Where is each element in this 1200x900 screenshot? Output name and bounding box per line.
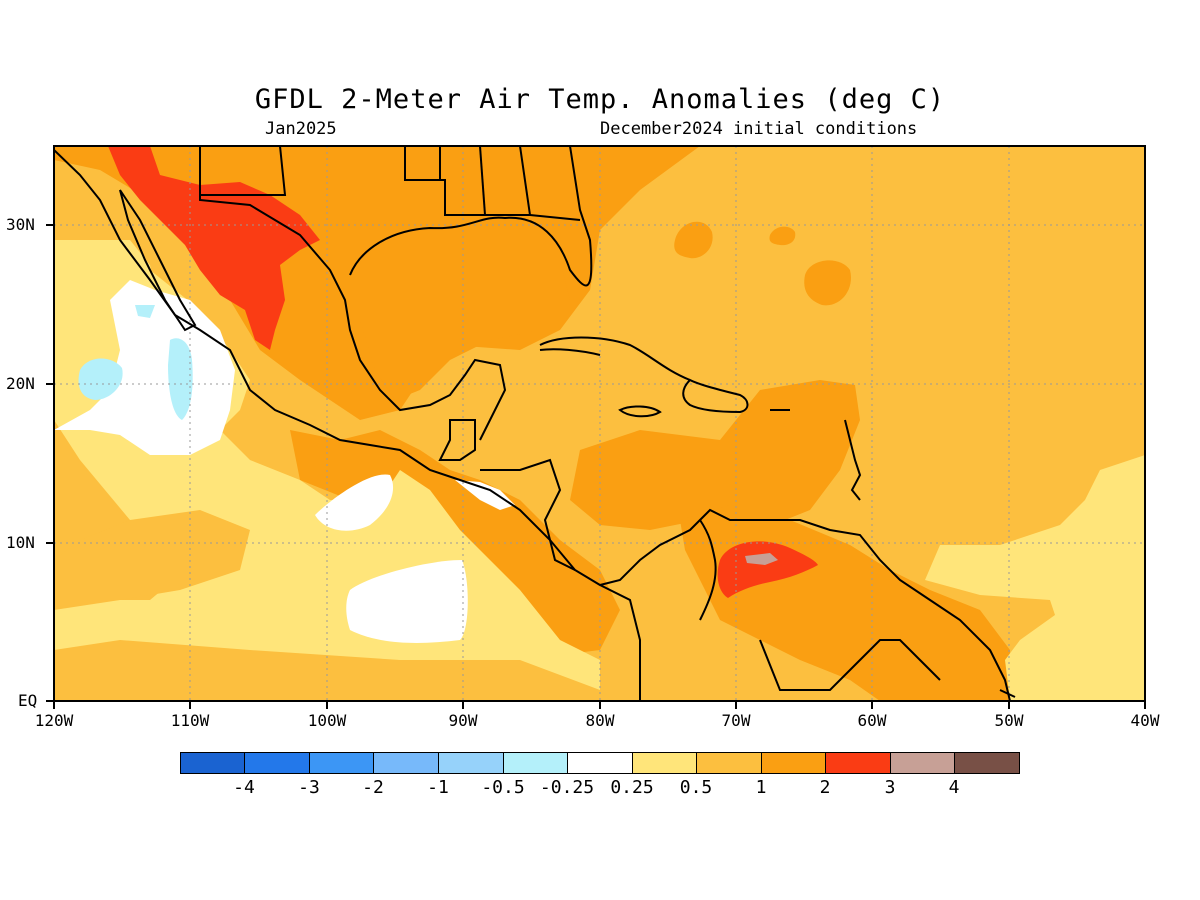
legend-label: -3 bbox=[298, 777, 320, 798]
legend-swatch-1 bbox=[244, 752, 310, 774]
field-0.5-1-pocket bbox=[54, 510, 250, 610]
field-1-2-atlantic-blob2 bbox=[804, 260, 851, 306]
field-near-zero-coast bbox=[455, 480, 515, 510]
legend-swatch-5 bbox=[503, 752, 568, 774]
lat-label-10n: 10N bbox=[6, 533, 35, 552]
lon-label-90w: 90W bbox=[448, 711, 478, 730]
legend-label: 3 bbox=[884, 777, 896, 798]
lon-label-50w: 50W bbox=[994, 711, 1024, 730]
field-2-3-mexico bbox=[108, 146, 320, 350]
legend-swatch-0 bbox=[180, 752, 245, 774]
lon-label-110w: 110W bbox=[170, 711, 210, 730]
lon-label-80w: 80W bbox=[585, 711, 615, 730]
legend-swatch-9 bbox=[761, 752, 826, 774]
field-near-zero-gulf-fonseca bbox=[315, 474, 394, 531]
field-near-zero-pacific bbox=[346, 560, 468, 643]
legend-swatch-11 bbox=[890, 752, 955, 774]
legend-label: 0.5 bbox=[679, 777, 713, 798]
legend-swatch-3 bbox=[373, 752, 439, 774]
map-title: GFDL 2-Meter Air Temp. Anomalies (deg C) bbox=[254, 84, 946, 115]
legend-label: 4 bbox=[948, 777, 960, 798]
lat-lon-grid bbox=[54, 146, 1145, 701]
legend-swatch-2 bbox=[309, 752, 374, 774]
initial-conditions: December2024 initial conditions bbox=[600, 119, 918, 139]
legend-label: -0.5 bbox=[481, 777, 525, 798]
lon-label-120w: 120W bbox=[34, 711, 74, 730]
field-3-4-venezuela bbox=[745, 553, 778, 565]
legend-label: -4 bbox=[233, 777, 255, 798]
lat-label-20n: 20N bbox=[6, 374, 35, 393]
coastlines bbox=[54, 146, 1016, 701]
field-0.5-1-pocket2 bbox=[54, 640, 600, 701]
field-1-2-atlantic-blob1 bbox=[674, 221, 713, 259]
field-0.25-0.5-atlantic bbox=[925, 455, 1145, 701]
field-negative-baja bbox=[78, 358, 123, 400]
field-1-2-caribbean bbox=[570, 380, 860, 530]
legend-swatch-4 bbox=[438, 752, 504, 774]
field-2-3-venezuela bbox=[717, 541, 818, 598]
legend-label: -0.25 bbox=[539, 777, 595, 798]
lat-label-30n: 30N bbox=[6, 215, 35, 234]
legend-swatch-8 bbox=[696, 752, 762, 774]
lat-label-eq: EQ bbox=[18, 691, 38, 710]
legend-label: 1 bbox=[755, 777, 767, 798]
legend-swatch-7 bbox=[632, 752, 697, 774]
legend-label: -2 bbox=[362, 777, 384, 798]
field-negative-baja3 bbox=[135, 305, 155, 318]
lon-label-40w: 40W bbox=[1130, 711, 1160, 730]
lon-label-70w: 70W bbox=[721, 711, 751, 730]
axis-ticks bbox=[46, 224, 1146, 709]
field-1-2-gulf bbox=[360, 230, 570, 400]
legend-label: 2 bbox=[819, 777, 831, 798]
forecast-month: Jan2025 bbox=[265, 119, 337, 139]
legend-label: 0.25 bbox=[610, 777, 654, 798]
lon-label-60w: 60W bbox=[857, 711, 887, 730]
field-negative-baja2 bbox=[168, 338, 193, 420]
legend-label: -1 bbox=[427, 777, 449, 798]
lon-label-100w: 100W bbox=[307, 711, 347, 730]
legend-swatch-10 bbox=[825, 752, 891, 774]
anomaly-field bbox=[54, 146, 1145, 701]
legend-swatch-6 bbox=[567, 752, 633, 774]
legend-swatch-12 bbox=[954, 752, 1020, 774]
field-1-2-atlantic-blob3 bbox=[769, 226, 796, 246]
